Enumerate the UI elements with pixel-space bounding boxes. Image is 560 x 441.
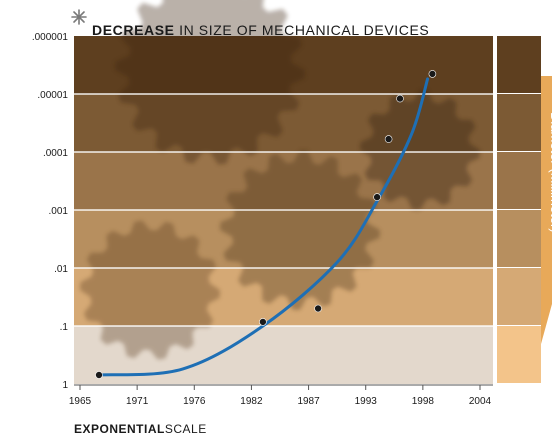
fit-curve — [97, 77, 430, 377]
gear-shape — [220, 150, 380, 310]
gridlines — [74, 93, 493, 327]
scale-swatch-2 — [497, 152, 541, 209]
data-points — [95, 70, 437, 379]
x-tick-label: 1993 — [355, 396, 378, 407]
data-point — [428, 70, 437, 78]
diameter-color-scale — [497, 36, 552, 383]
scale-note: EXPONENTIALSCALE — [74, 422, 207, 436]
y-tick-label: .01 — [54, 264, 68, 275]
data-point — [259, 318, 267, 326]
data-point — [95, 371, 103, 379]
y-axis: 1 .1 .01 .001 .0001 .00001 .000001 — [32, 32, 69, 391]
y-tick-label: .0001 — [43, 148, 68, 159]
fit-curve-line — [97, 77, 430, 377]
y-tick-label: .1 — [60, 322, 69, 333]
x-tick-label: 2004 — [469, 396, 492, 407]
scale-swatch-5 — [497, 326, 541, 383]
y-axis-label: Diameter (Millimeter) — [548, 112, 560, 233]
data-point — [314, 304, 322, 313]
x-tick-label: 1982 — [240, 396, 263, 407]
x-tick-label: 1998 — [412, 396, 435, 407]
scale-swatch-3 — [497, 210, 541, 267]
asterisk-icon — [71, 9, 87, 25]
x-tick-label: 1965 — [69, 396, 92, 407]
title-rest: IN SIZE OF MECHANICAL DEVICES — [174, 22, 430, 38]
y-tick-label: .001 — [49, 206, 69, 217]
chart-title-text: DECREASE IN SIZE OF MECHANICAL DEVICES — [92, 22, 429, 38]
x-tick-label: 1987 — [297, 396, 320, 407]
data-point — [396, 94, 404, 103]
data-point — [384, 135, 393, 143]
y-tick-label: 1 — [62, 380, 68, 391]
gear-shape — [80, 220, 220, 360]
scale-note-bold: EXPONENTIAL — [74, 422, 165, 436]
x-tick-label: 1976 — [183, 396, 206, 407]
scale-swatch-1 — [497, 94, 541, 151]
y-tick-label: .00001 — [37, 90, 68, 101]
data-point — [373, 193, 381, 201]
scale-swatch-0 — [497, 36, 541, 93]
title-bold: DECREASE — [92, 22, 175, 38]
y-axis-label-text: Diameter (Millimeter) — [548, 112, 560, 233]
scale-note-rest: SCALE — [164, 422, 207, 436]
scale-swatch-4 — [497, 268, 541, 325]
y-tick-label: .000001 — [32, 32, 69, 43]
x-tick-label: 1971 — [126, 396, 149, 407]
scale-arrow — [541, 76, 552, 344]
x-axis: 1965 1971 1976 1982 1987 1993 1998 2004 — [69, 384, 493, 407]
gear-shape — [115, 0, 305, 165]
